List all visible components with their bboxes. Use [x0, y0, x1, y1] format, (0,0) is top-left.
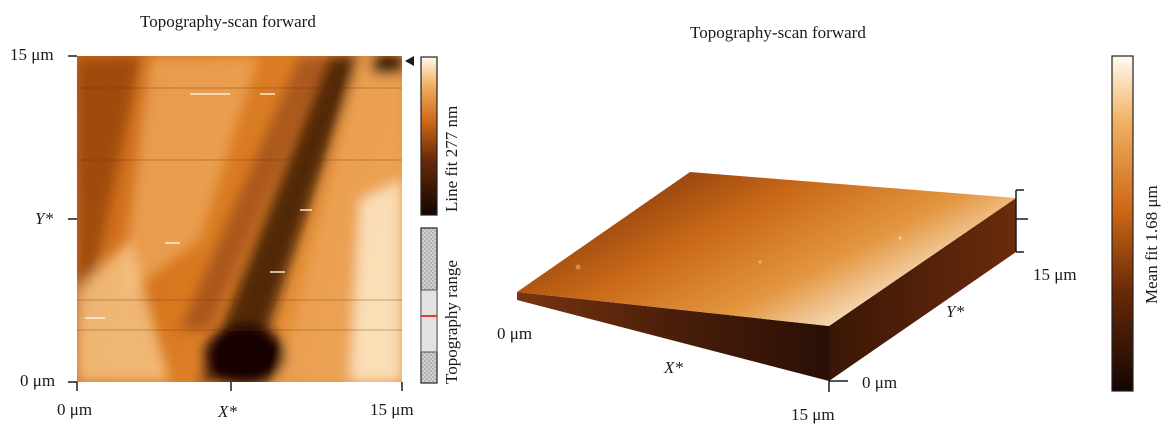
- right-y-origin-label: 0 μm: [862, 373, 898, 392]
- left-y-top-label: 15 μm: [10, 45, 54, 64]
- left-x-mid-label: X*: [218, 402, 237, 421]
- topography-range-bar: [420, 227, 438, 384]
- topography-image: [77, 56, 402, 382]
- right-x-end-label: 15 μm: [791, 405, 835, 424]
- right-colorbar: [1111, 55, 1134, 392]
- left-axes: [68, 55, 403, 391]
- right-x-origin-label: 0 μm: [497, 324, 533, 343]
- left-x-left-label: 0 μm: [57, 400, 93, 419]
- left-colorbar: [420, 56, 438, 216]
- left-x-right-label: 15 μm: [370, 400, 414, 419]
- line-marker-icon: [405, 56, 414, 66]
- right-colorbar-label: Mean fit 1.68 μm: [1142, 185, 1161, 304]
- topography-3d-surface: [517, 172, 1016, 381]
- right-y-end-label: 15 μm: [1033, 265, 1077, 284]
- left-y-bottom-label: 0 μm: [20, 371, 56, 390]
- right-axes: [828, 189, 1028, 392]
- right-y-axis-label: Y*: [946, 302, 964, 321]
- right-title: Topography-scan forward: [690, 23, 866, 42]
- right-x-axis-label: X*: [664, 358, 683, 377]
- left-title: Topography-scan forward: [140, 12, 316, 31]
- left-y-mid-label: Y*: [35, 209, 53, 228]
